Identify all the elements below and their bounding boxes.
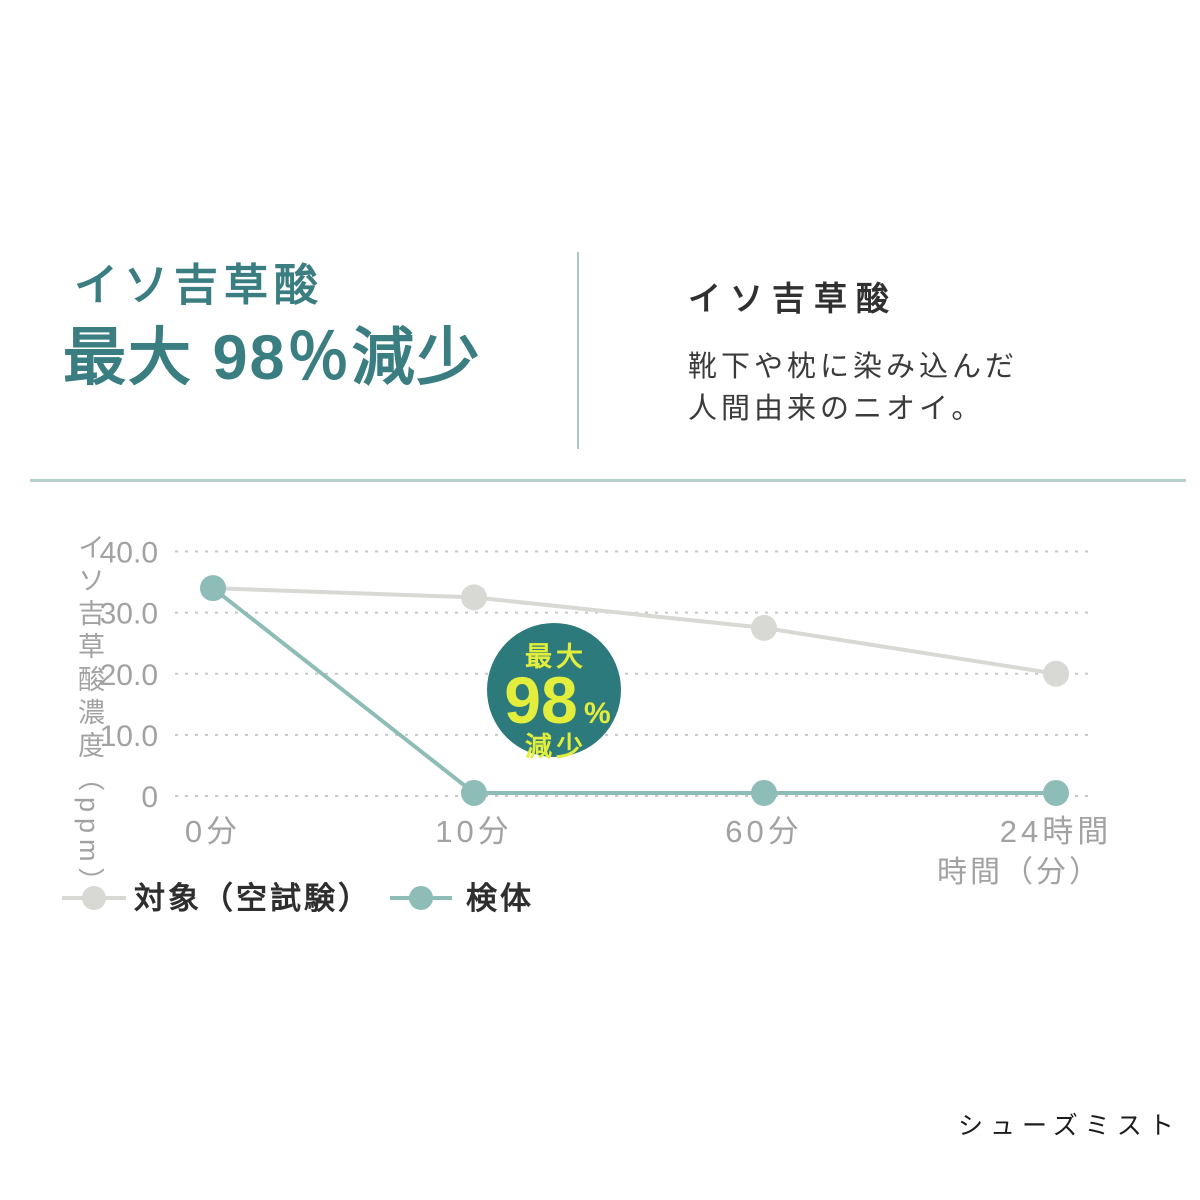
badge-top-label: 最大 [525,642,587,672]
vertical-divider [577,252,579,449]
legend-marker-dot [409,886,433,910]
data-point [461,779,487,806]
x-category-label: 10分 [435,814,512,849]
data-point [1043,779,1069,806]
y-tick-label: 10.0 [100,720,158,753]
description-block: イソ吉草酸 靴下や枕に染み込んだ 人間由来のニオイ。 [688,272,1018,430]
badge-value: 98 [504,663,577,737]
brand-text: シューズミスト [958,1113,1181,1140]
description-title: イソ吉草酸 [688,280,898,317]
y-tick-label: 40.0 [100,537,158,570]
badge-bottom-label: 減少 [525,732,587,762]
headline-substance: イソ吉草酸 [74,261,324,310]
data-point [461,584,487,611]
section-divider [30,479,1186,482]
legend-label: 検体 [466,881,534,916]
description-line1: 靴下や枕に染み込んだ [688,351,1019,383]
series-line [212,586,1057,676]
data-point [1043,660,1069,687]
reduction-badge: 最大 98 % 減少 [487,623,621,762]
legend-label: 対象（空試験） [134,881,372,916]
badge-percent-sign: % [584,697,611,730]
data-point [751,779,777,806]
x-category-label: 60分 [725,814,802,849]
y-tick-label: 0 [141,781,158,814]
description-line2: 人間由来のニオイ。 [688,393,985,425]
headline-claim: 最大 98％減少 [63,323,482,394]
headline: イソ吉草酸 最大 98％減少 [63,261,482,394]
y-axis-title: イソ吉草酸濃度（ppm） [74,533,104,901]
x-axis-note: 時間（分） [937,856,1102,889]
y-tick-label: 30.0 [100,598,158,631]
legend-marker-dot [82,886,106,910]
y-tick-label: 20.0 [100,659,158,692]
data-point [200,575,226,602]
data-point [751,614,777,641]
description-text: 靴下や枕に染み込んだ 人間由来のニオイ。 [688,346,1018,430]
badge-circle [487,623,621,757]
x-category-label: 24時間 [1000,814,1112,849]
x-category-label: 0分 [185,814,241,849]
series-line [211,586,1056,795]
